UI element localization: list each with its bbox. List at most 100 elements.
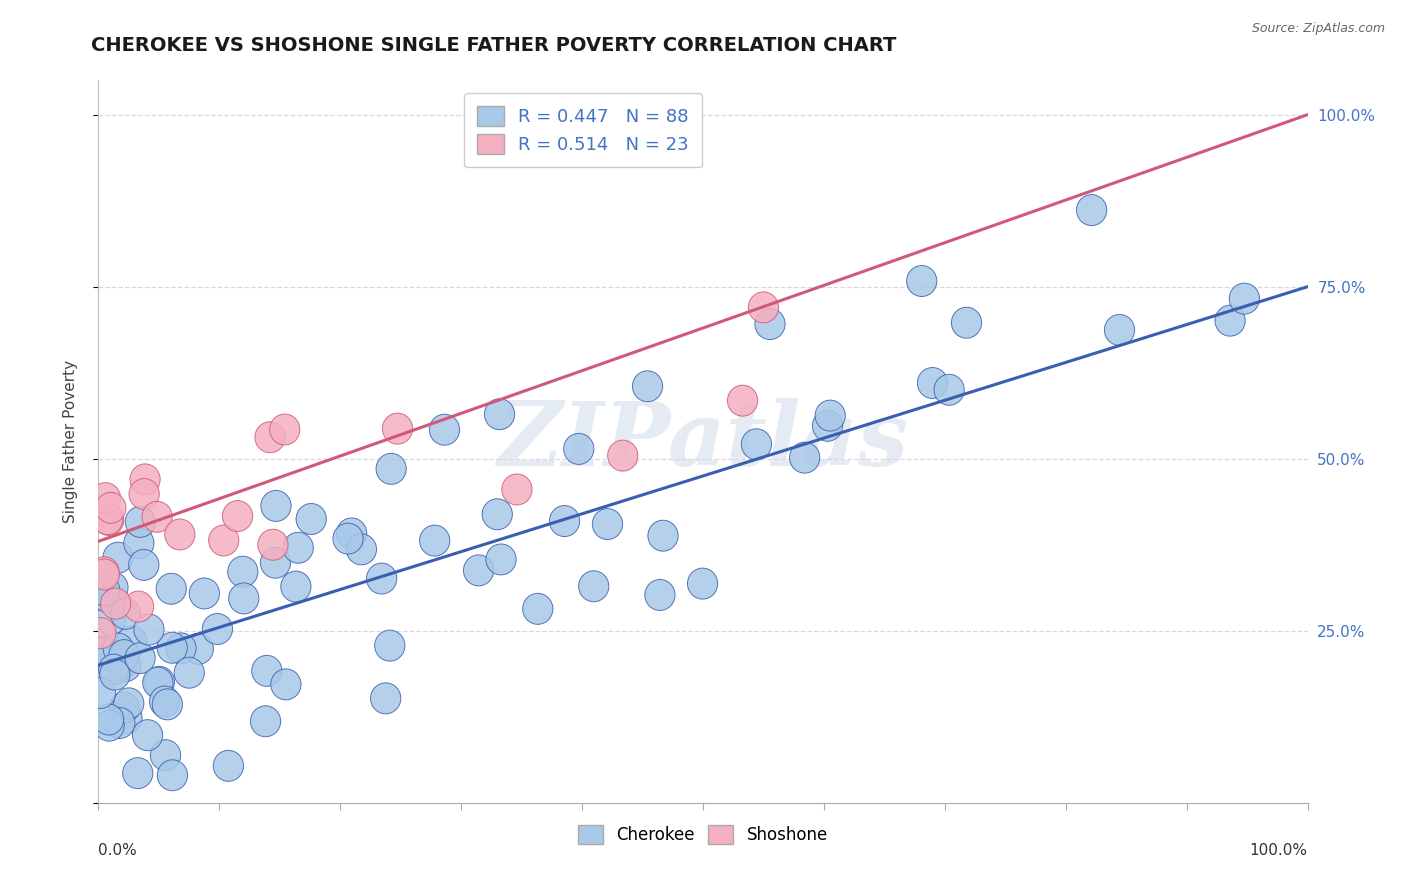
Ellipse shape [429, 414, 460, 445]
Ellipse shape [482, 499, 512, 530]
Ellipse shape [485, 399, 515, 430]
Ellipse shape [132, 720, 163, 751]
Ellipse shape [333, 523, 363, 554]
Ellipse shape [152, 689, 183, 720]
Ellipse shape [183, 633, 214, 665]
Ellipse shape [117, 626, 146, 657]
Ellipse shape [271, 669, 301, 700]
Legend: Cherokee, Shoshone: Cherokee, Shoshone [567, 814, 839, 856]
Ellipse shape [110, 692, 139, 723]
Ellipse shape [174, 657, 204, 689]
Ellipse shape [166, 633, 195, 664]
Ellipse shape [260, 547, 291, 578]
Ellipse shape [93, 504, 122, 534]
Ellipse shape [142, 501, 173, 533]
Ellipse shape [98, 654, 129, 685]
Ellipse shape [952, 307, 981, 338]
Text: CHEROKEE VS SHOSHONE SINGLE FATHER POVERTY CORRELATION CHART: CHEROKEE VS SHOSHONE SINGLE FATHER POVER… [91, 36, 897, 54]
Ellipse shape [150, 739, 180, 771]
Ellipse shape [90, 575, 120, 606]
Ellipse shape [645, 580, 675, 610]
Ellipse shape [934, 375, 965, 405]
Ellipse shape [250, 706, 281, 737]
Ellipse shape [374, 630, 405, 661]
Ellipse shape [114, 688, 143, 719]
Ellipse shape [550, 506, 579, 536]
Ellipse shape [94, 710, 124, 741]
Ellipse shape [100, 659, 129, 690]
Ellipse shape [96, 492, 127, 524]
Ellipse shape [145, 666, 174, 698]
Ellipse shape [336, 518, 367, 549]
Ellipse shape [94, 704, 124, 735]
Ellipse shape [94, 505, 124, 535]
Ellipse shape [1229, 283, 1260, 314]
Ellipse shape [103, 633, 134, 665]
Ellipse shape [755, 309, 785, 340]
Ellipse shape [96, 605, 125, 635]
Ellipse shape [91, 582, 122, 612]
Ellipse shape [104, 707, 135, 739]
Ellipse shape [89, 557, 120, 588]
Ellipse shape [108, 640, 139, 671]
Text: ZIPatlas: ZIPatlas [498, 399, 908, 484]
Ellipse shape [648, 520, 678, 551]
Ellipse shape [208, 525, 239, 556]
Ellipse shape [86, 617, 117, 648]
Ellipse shape [89, 559, 120, 590]
Ellipse shape [89, 636, 118, 666]
Ellipse shape [111, 650, 141, 681]
Ellipse shape [633, 371, 662, 401]
Ellipse shape [129, 549, 159, 581]
Ellipse shape [143, 667, 173, 698]
Ellipse shape [579, 571, 609, 602]
Ellipse shape [688, 568, 717, 599]
Ellipse shape [124, 591, 153, 622]
Ellipse shape [281, 571, 311, 602]
Ellipse shape [813, 410, 842, 442]
Ellipse shape [157, 760, 187, 790]
Ellipse shape [107, 648, 136, 680]
Ellipse shape [98, 572, 128, 603]
Ellipse shape [564, 434, 593, 465]
Ellipse shape [382, 413, 412, 444]
Ellipse shape [111, 599, 141, 630]
Ellipse shape [346, 534, 377, 565]
Ellipse shape [592, 508, 623, 540]
Ellipse shape [523, 593, 553, 624]
Ellipse shape [748, 292, 779, 323]
Ellipse shape [129, 464, 160, 495]
Ellipse shape [156, 574, 187, 604]
Ellipse shape [124, 527, 155, 558]
Ellipse shape [367, 563, 396, 594]
Text: 0.0%: 0.0% [98, 843, 138, 857]
Ellipse shape [103, 542, 134, 574]
Ellipse shape [464, 555, 494, 586]
Ellipse shape [917, 368, 948, 399]
Ellipse shape [222, 500, 253, 532]
Ellipse shape [129, 478, 159, 509]
Ellipse shape [100, 588, 131, 619]
Ellipse shape [607, 440, 638, 471]
Ellipse shape [165, 519, 195, 550]
Ellipse shape [254, 422, 285, 453]
Y-axis label: Single Father Poverty: Single Father Poverty [63, 360, 77, 523]
Ellipse shape [202, 614, 232, 645]
Ellipse shape [112, 702, 142, 733]
Ellipse shape [375, 453, 406, 484]
Ellipse shape [257, 529, 288, 560]
Text: 100.0%: 100.0% [1250, 843, 1308, 857]
Ellipse shape [270, 414, 299, 445]
Ellipse shape [815, 401, 845, 431]
Ellipse shape [790, 442, 820, 473]
Ellipse shape [228, 557, 257, 587]
Ellipse shape [262, 491, 291, 522]
Ellipse shape [125, 642, 155, 673]
Text: Source: ZipAtlas.com: Source: ZipAtlas.com [1251, 22, 1385, 36]
Ellipse shape [86, 678, 115, 708]
Ellipse shape [741, 429, 772, 459]
Ellipse shape [214, 750, 243, 781]
Ellipse shape [283, 533, 314, 563]
Ellipse shape [134, 614, 165, 645]
Ellipse shape [125, 507, 156, 537]
